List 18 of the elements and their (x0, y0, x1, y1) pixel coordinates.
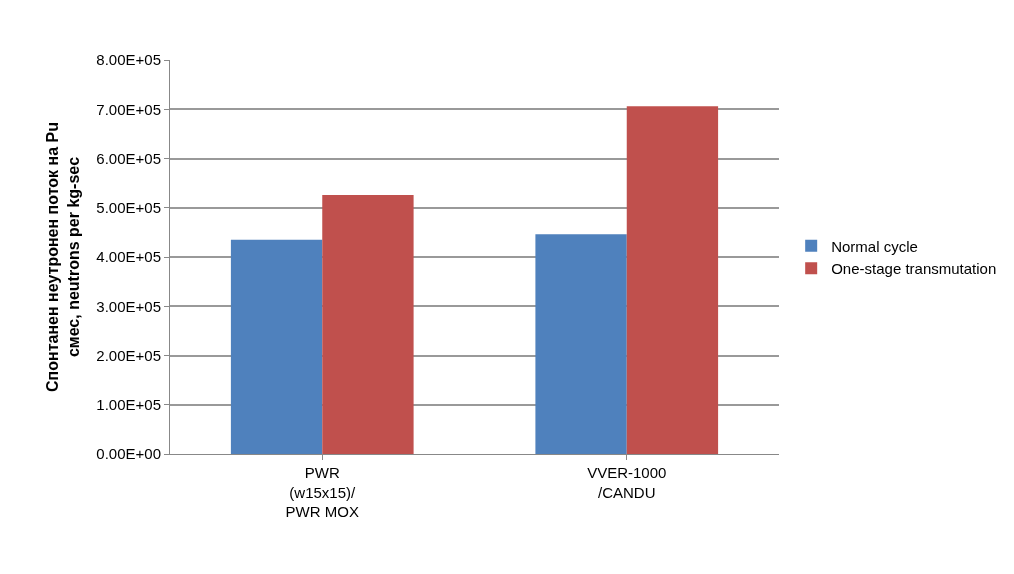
y-tick-label: 0.00E+00 (96, 445, 161, 463)
y-tick-label: 6.00E+05 (96, 149, 161, 167)
y-tick-label: 2.00E+05 (96, 346, 161, 364)
y-tick-label: 5.00E+05 (96, 199, 161, 216)
bar (230, 239, 323, 454)
legend-label: One-stage transmutation (831, 260, 997, 278)
x-tick-label: VVER-1000 /CANDU (587, 464, 667, 501)
y-axis-title: Спонтанен неутронен поток на Pu смес, neutrons per kg-sec (44, 122, 83, 392)
y-tick-label: 7.00E+05 (96, 100, 161, 118)
legend-label: Normal cycle (831, 237, 918, 255)
y-tick-label: 3.00E+05 (96, 297, 161, 315)
y-tick-label: 4.00E+05 (96, 248, 161, 266)
bar (626, 106, 719, 454)
y-tick-label: 1.00E+05 (96, 396, 161, 413)
bar (322, 194, 414, 454)
y-tick-label: 8.00E+05 (96, 51, 161, 69)
x-tick-label: PWR (w15x15)/ PWR MOX (285, 464, 359, 520)
bar (535, 234, 627, 454)
